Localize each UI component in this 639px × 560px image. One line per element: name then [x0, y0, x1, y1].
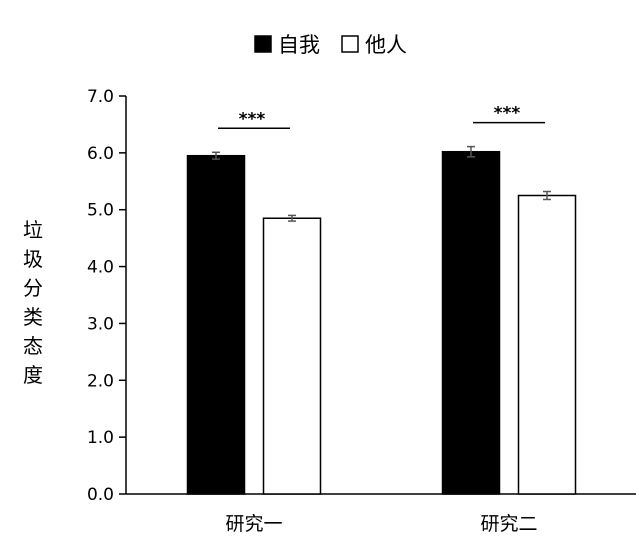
legend: 自我 他人 — [254, 33, 407, 57]
y-tick-label: 0.0 — [87, 485, 114, 505]
legend-label: 自我 — [278, 33, 320, 57]
y-axis-label-char: 类 — [23, 305, 43, 329]
legend-swatch — [254, 35, 272, 53]
x-tick-label: 研究二 — [480, 513, 537, 535]
y-tick-label: 7.0 — [87, 87, 114, 107]
bar — [262, 217, 322, 495]
y-axis-label-char: 分 — [23, 276, 43, 300]
y-axis-label-char: 度 — [23, 363, 43, 387]
y-tick-label: 5.0 — [87, 201, 114, 221]
y-tick-label: 2.0 — [87, 371, 114, 391]
significance-markers: *** *** — [218, 104, 545, 129]
bars: 研究一 研究二 — [186, 145, 577, 535]
y-axis-label-char: 态 — [23, 334, 43, 358]
bar — [186, 154, 246, 495]
significance-label: *** — [494, 104, 521, 124]
y-axis-label-char: 圾 — [23, 247, 43, 271]
bar — [441, 150, 501, 495]
y-tick-label: 4.0 — [87, 258, 114, 278]
significance-label: *** — [239, 109, 266, 129]
bar — [517, 194, 577, 495]
legend-swatch — [341, 35, 359, 53]
y-axis-label-char: 垃 — [23, 218, 43, 242]
y-tick-label: 3.0 — [87, 314, 114, 334]
y-tick-label: 1.0 — [87, 428, 114, 448]
legend-label: 他人 — [365, 33, 407, 57]
y-tick-label: 6.0 — [87, 144, 114, 164]
x-tick-label: 研究一 — [225, 513, 282, 535]
